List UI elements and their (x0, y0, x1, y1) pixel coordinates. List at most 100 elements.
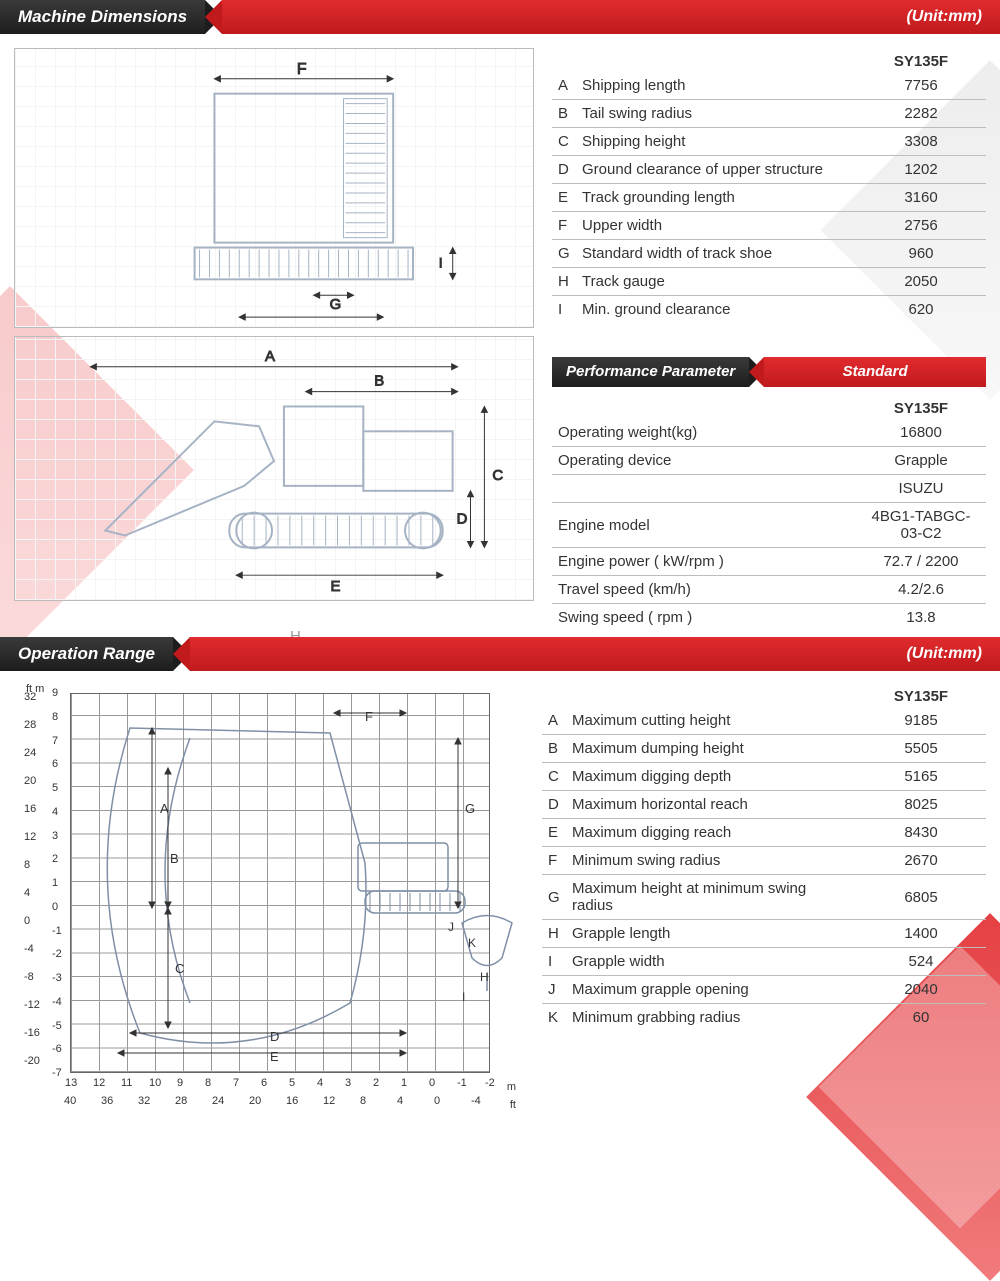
side-view-svg: A B C D E (15, 337, 533, 600)
table-row: C Shipping height 3308 (552, 128, 986, 156)
grapple-detail-svg: J K H I (442, 903, 532, 1003)
row-key: E (542, 819, 566, 847)
row-value: 2756 (856, 212, 986, 240)
row-label: Ground clearance of upper structure (576, 156, 856, 184)
svg-text:A: A (265, 349, 275, 365)
y-ft-tick: 20 (24, 775, 36, 787)
table-row: ISUZU (552, 475, 986, 503)
row-key: F (542, 847, 566, 875)
y-ft-tick: 0 (24, 915, 30, 927)
x-m-tick: 13 (65, 1077, 77, 1089)
operation-title: Operation Range (0, 637, 173, 671)
diagram-side-view: A B C D E (14, 336, 534, 601)
row-key: A (552, 72, 576, 100)
row-label: Track grounding length (576, 184, 856, 212)
table-row: A Maximum cutting height 9185 (542, 707, 986, 735)
operation-range-diagram: ft m (14, 683, 524, 1113)
y-m-tick: 9 (52, 687, 58, 699)
svg-text:I: I (439, 254, 443, 270)
row-value: 3160 (856, 184, 986, 212)
row-key: H (542, 920, 566, 948)
operation-header: Operation Range (Unit:mm) (0, 637, 1000, 671)
x-m-tick: 9 (177, 1077, 183, 1089)
table-row: H Grapple length 1400 (542, 920, 986, 948)
y-m-tick: -7 (52, 1067, 62, 1079)
table-row: A Shipping length 7756 (552, 72, 986, 100)
row-value: 8430 (856, 819, 986, 847)
operation-diagram-col: ft m (14, 683, 524, 1113)
table-row: G Maximum height at minimum swing radius… (542, 875, 986, 920)
y-m-tick: 3 (52, 830, 58, 842)
row-value: 7756 (856, 72, 986, 100)
x-unit-m: m (507, 1081, 516, 1093)
row-value: 5505 (856, 735, 986, 763)
dimensions-table: SY135F A Shipping length 7756B Tail swin… (552, 48, 986, 323)
svg-text:C: C (492, 468, 503, 484)
y-m-tick: 1 (52, 877, 58, 889)
row-value: 6805 (856, 875, 986, 920)
row-value: 4.2/2.6 (856, 576, 986, 604)
svg-text:E: E (331, 579, 341, 595)
row-value: 60 (856, 1004, 986, 1032)
dimensions-diagrams: F I G H H H (14, 48, 534, 631)
y-ft-tick: -12 (24, 999, 40, 1011)
row-value: 1202 (856, 156, 986, 184)
y-m-tick: 5 (52, 782, 58, 794)
y-m-tick: 2 (52, 853, 58, 865)
row-label: Shipping height (576, 128, 856, 156)
svg-text:F: F (297, 61, 307, 78)
table-row: Engine model 4BG1-TABGC-03-C2 (552, 503, 986, 548)
row-label: Grapple length (566, 920, 856, 948)
table-row: Operating device Grapple (552, 447, 986, 475)
x-ft-tick: 32 (138, 1095, 150, 1107)
table-row: B Tail swing radius 2282 (552, 100, 986, 128)
x-m-tick: 3 (345, 1077, 351, 1089)
x-ft-tick: 36 (101, 1095, 113, 1107)
row-label: Operating weight(kg) (552, 419, 856, 447)
dimensions-right: SY135F A Shipping length 7756B Tail swin… (552, 48, 986, 631)
x-m-tick: 1 (401, 1077, 407, 1089)
row-key: E (552, 184, 576, 212)
svg-text:K: K (468, 936, 476, 950)
row-key: G (542, 875, 566, 920)
row-key: D (552, 156, 576, 184)
y-m-tick: -5 (52, 1020, 62, 1032)
row-label: Maximum height at minimum swing radius (566, 875, 856, 920)
row-label: Minimum swing radius (566, 847, 856, 875)
performance-table: SY135F Operating weight(kg) 16800Operati… (552, 395, 986, 631)
svg-text:I: I (462, 990, 465, 1003)
row-label: Maximum horizontal reach (566, 791, 856, 819)
row-value: 8025 (856, 791, 986, 819)
performance-title: Performance Parameter (552, 357, 749, 387)
row-label: Maximum digging depth (566, 763, 856, 791)
row-label: Operating device (552, 447, 856, 475)
x-m-tick: 8 (205, 1077, 211, 1089)
y-m-tick: 7 (52, 735, 58, 747)
x-m-tick: 10 (149, 1077, 161, 1089)
operation-model: SY135F (856, 683, 986, 707)
row-label (552, 475, 856, 503)
row-label: Engine model (552, 503, 856, 548)
x-ft-tick: 12 (323, 1095, 335, 1107)
operation-table: SY135F A Maximum cutting height 9185B Ma… (542, 683, 986, 1031)
x-ft-tick: 0 (434, 1095, 440, 1107)
row-value: 524 (856, 948, 986, 976)
dimensions-header: Machine Dimensions (Unit:mm) (0, 0, 1000, 34)
table-row: K Minimum grabbing radius 60 (542, 1004, 986, 1032)
x-ft-tick: -4 (471, 1095, 481, 1107)
y-ft-tick: 4 (24, 887, 30, 899)
table-row: Swing speed ( rpm ) 13.8 (552, 604, 986, 632)
table-row: B Maximum dumping height 5505 (542, 735, 986, 763)
table-row: C Maximum digging depth 5165 (542, 763, 986, 791)
y-ft-tick: -8 (24, 971, 34, 983)
y-ft-tick: 12 (24, 831, 36, 843)
y-m-tick: -3 (52, 972, 62, 984)
dimensions-model: SY135F (856, 48, 986, 72)
diagram-top-view: F I G H H H (14, 48, 534, 328)
svg-text:B: B (374, 374, 384, 390)
range-grid (70, 693, 490, 1073)
table-row: Engine power ( kW/rpm ) 72.7 / 2200 (552, 548, 986, 576)
y-m-tick: -1 (52, 925, 62, 937)
x-ft-tick: 28 (175, 1095, 187, 1107)
table-row: D Ground clearance of upper structure 12… (552, 156, 986, 184)
